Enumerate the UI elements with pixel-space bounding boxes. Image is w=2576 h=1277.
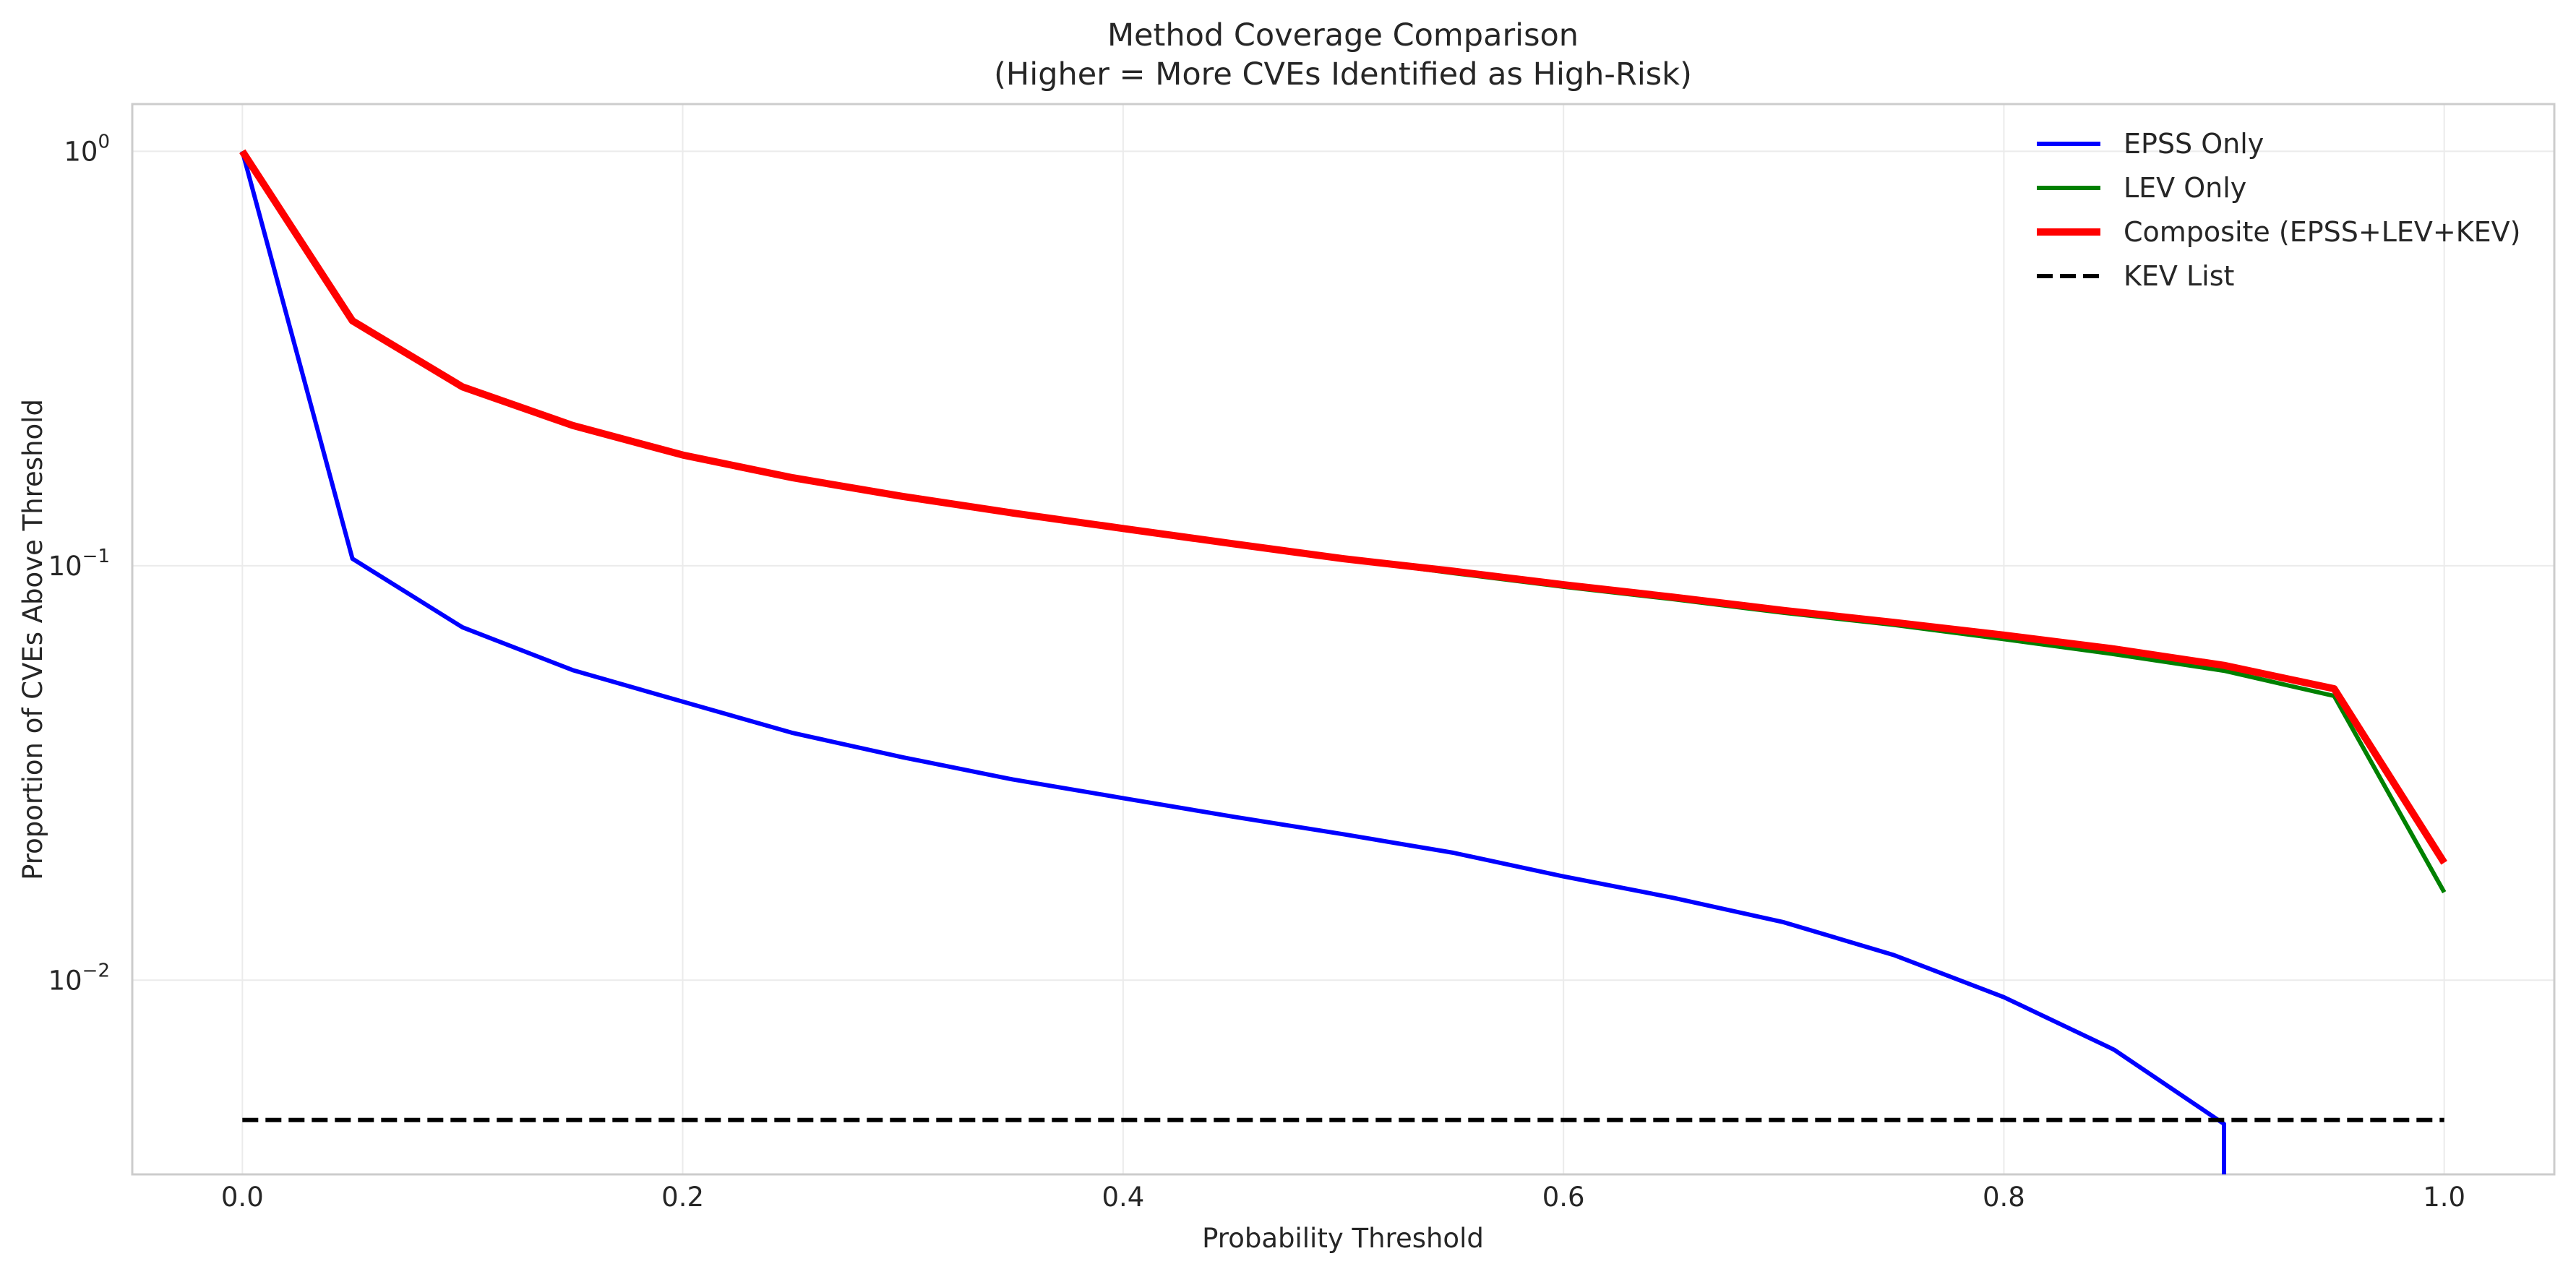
y-tick-label: 100 [64,131,110,167]
legend-label-3: KEV List [2124,260,2234,292]
plot-frame [131,103,2556,1176]
legend-label-2: Composite (EPSS+LEV+KEV) [2124,216,2520,248]
x-axis-label: Probability Threshold [1202,1223,1484,1254]
y-tick-label: 10−1 [48,546,110,582]
y-axis-label: Proportion of CVEs Above Threshold [17,399,48,880]
x-tick-label: 0.0 [221,1182,264,1213]
chart-title: Method Coverage Comparison [1107,17,1579,53]
series-line-0 [240,150,2226,1174]
grid [132,104,2554,1174]
x-tick-label: 0.4 [1102,1182,1144,1213]
y-tick-label: 10−2 [48,960,110,996]
series-line-2 [239,149,2447,865]
legend-label-1: LEV Only [2124,172,2246,204]
x-tick-label: 0.6 [1542,1182,1585,1213]
legend: EPSS Only LEV Only Composite (EPSS+LEV+KEV… [2037,128,2520,292]
x-tick-label: 1.0 [2423,1182,2465,1213]
x-tick-label: 0.2 [661,1182,704,1213]
y-axis-ticks: 100 10−1 10−2 [48,131,110,996]
x-tick-label: 0.8 [1983,1182,2025,1213]
chart-subtitle: (Higher = More CVEs Identified as High-R… [994,56,1692,93]
series-lines [239,149,2447,1174]
x-axis-ticks: 0.0 0.2 0.4 0.6 0.8 1.0 [221,1182,2465,1213]
legend-label-0: EPSS Only [2124,128,2264,160]
